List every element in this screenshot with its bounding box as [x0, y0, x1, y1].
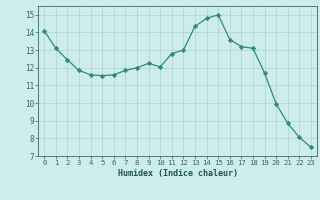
X-axis label: Humidex (Indice chaleur): Humidex (Indice chaleur): [118, 169, 238, 178]
